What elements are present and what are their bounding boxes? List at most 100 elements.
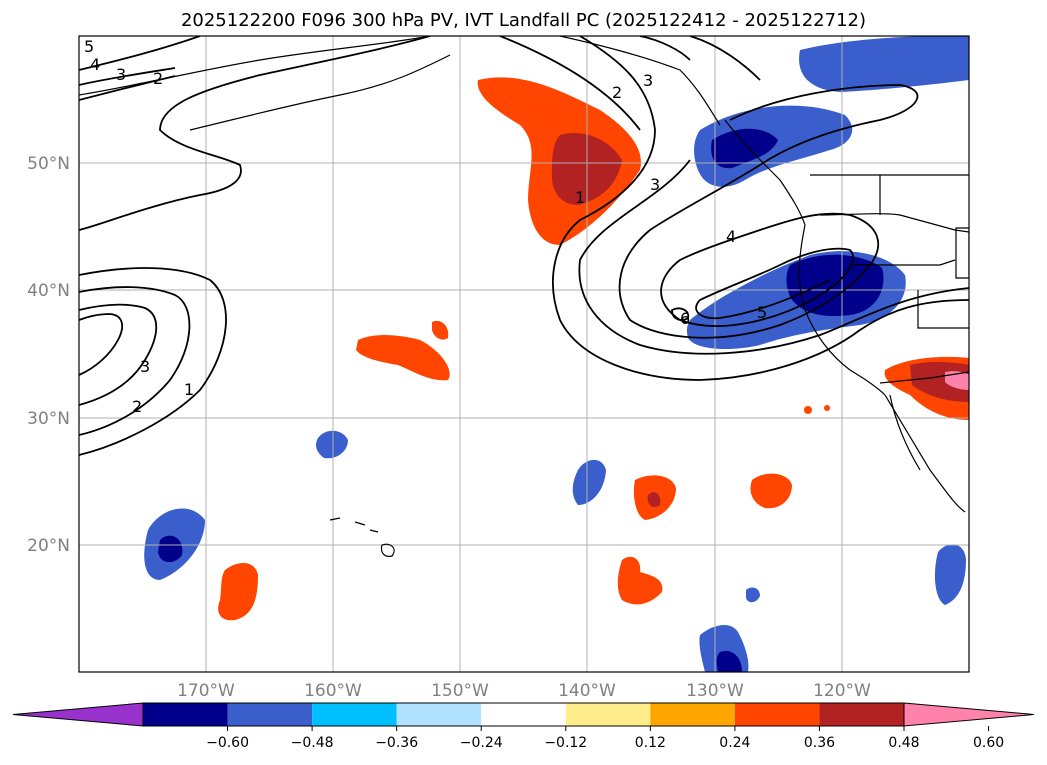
us-mexico-border <box>879 371 969 384</box>
colorbar-segment <box>312 703 397 726</box>
contour-line <box>79 303 158 406</box>
negative-anomaly-region <box>316 430 348 459</box>
contour-line <box>79 36 201 71</box>
state-border <box>917 290 969 329</box>
positive-anomaly-region <box>750 473 792 509</box>
contour-line <box>689 36 761 81</box>
colorbar-tick-label: 0.36 <box>804 735 835 751</box>
negative-anomaly-region <box>746 587 760 603</box>
negative-anomaly-core <box>711 128 778 169</box>
contour-label: 3 <box>643 71 653 90</box>
contour-label: 4 <box>90 55 100 74</box>
contour-label: 3 <box>650 175 660 194</box>
baja-peninsula <box>889 394 921 471</box>
contour-label: 5 <box>757 303 767 322</box>
contour-label: 5 <box>84 37 94 56</box>
longitude-labels: 170°W 160°W 150°W 140°W 130°W 120°W <box>177 681 871 701</box>
negative-anomaly-region <box>799 36 969 92</box>
latitude-labels: 50°N 40°N 30°N 20°N <box>27 154 70 556</box>
colorbar-tick-label: 0.24 <box>719 735 750 751</box>
contour-line <box>499 36 641 131</box>
colorbar-segment <box>481 703 566 726</box>
positive-anomaly-peak <box>945 371 969 390</box>
contour-label: 3 <box>140 357 150 376</box>
positive-anomaly-region <box>432 320 449 340</box>
colorbar-segment <box>396 703 482 726</box>
map-frame <box>78 35 970 673</box>
positive-anomaly-region <box>218 563 258 621</box>
alaska-peninsula <box>189 54 451 131</box>
negative-anomaly-region <box>934 544 966 605</box>
colorbar-tick-label: 0.12 <box>635 735 666 751</box>
colorbar-min-extension <box>12 702 144 727</box>
contour-label: 1 <box>184 380 194 399</box>
alaska-coast <box>79 36 431 96</box>
contour-label: 3 <box>116 65 126 84</box>
contour-label: 2 <box>612 83 622 102</box>
positive-anomaly-region <box>617 556 663 605</box>
lat-label: 50°N <box>27 154 70 174</box>
contour-line <box>79 286 191 436</box>
contour-line <box>552 36 969 381</box>
contour-line <box>578 159 969 355</box>
lon-label: 160°W <box>304 681 362 701</box>
lat-label: 40°N <box>27 281 70 301</box>
lat-label: 30°N <box>27 409 70 429</box>
colorbar-segment <box>734 703 820 726</box>
state-border <box>819 213 969 233</box>
negative-anomaly-core <box>158 535 183 563</box>
negative-anomaly-region <box>572 459 606 505</box>
colorbar-tick-label: 0.48 <box>888 735 919 751</box>
bc-coast <box>724 119 806 226</box>
pv-contours <box>79 36 969 456</box>
contour-line <box>671 307 690 321</box>
map-title: 2025122200 F096 300 hPa PV, IVT Landfall… <box>180 10 867 31</box>
contour-label: 2 <box>153 69 163 88</box>
contour-line <box>639 36 691 61</box>
colorbar: −0.60 −0.48 −0.36 −0.24 −0.12 0.12 0.24 0.36 0.4… <box>12 702 1035 751</box>
colorbar-tick-label: 0.60 <box>973 735 1004 751</box>
lon-label: 120°W <box>813 681 871 701</box>
colorbar-segment <box>819 703 904 726</box>
colorbar-outline <box>142 702 905 727</box>
state-border <box>850 259 956 266</box>
contour-line <box>79 267 227 456</box>
lon-label: 140°W <box>558 681 616 701</box>
coastlines <box>79 36 969 557</box>
contour-label: 6 <box>680 309 690 328</box>
contour-line <box>79 313 124 376</box>
anomaly-shading <box>144 36 969 672</box>
positive-anomaly-dot <box>824 405 830 411</box>
contour-line <box>79 75 176 101</box>
positive-anomaly-core <box>647 492 661 507</box>
contour-label: 4 <box>726 227 736 246</box>
us-west-coast <box>798 224 886 396</box>
colorbar-tick-label: −0.60 <box>206 735 249 751</box>
contour-label: 2 <box>132 397 142 416</box>
contour-labels: 5 4 3 2 2 3 1 3 4 5 6 3 2 1 <box>84 37 767 416</box>
contour-label: 1 <box>575 188 585 207</box>
lon-label: 150°W <box>431 681 489 701</box>
colorbar-segment <box>565 703 651 726</box>
lon-label: 130°W <box>686 681 744 701</box>
colorbar-tick-label: −0.48 <box>291 735 334 751</box>
colorbar-tick-label: −0.24 <box>460 735 503 751</box>
colorbar-tick-label: −0.12 <box>544 735 587 751</box>
colorbar-segment <box>227 703 313 726</box>
positive-anomaly-region <box>356 335 450 381</box>
baja-coast <box>884 394 966 513</box>
colorbar-max-extension <box>903 702 1035 727</box>
contour-line <box>79 36 431 231</box>
hawaii-island <box>329 517 395 557</box>
colorbar-segment <box>143 703 228 726</box>
colorbar-segment <box>650 703 735 726</box>
lat-label: 20°N <box>27 536 70 556</box>
gridlines <box>79 36 969 672</box>
contour-line <box>618 84 919 339</box>
contour-line <box>79 67 176 86</box>
lon-label: 170°W <box>177 681 235 701</box>
negative-anomaly-core <box>716 650 742 672</box>
colorbar-tick-label: −0.36 <box>375 735 418 751</box>
mainland-box <box>955 227 969 279</box>
